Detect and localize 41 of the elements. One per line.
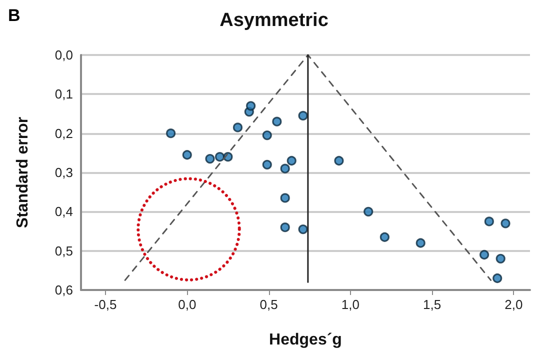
y-tick-label: 0,3 [54,165,73,180]
point [364,206,374,216]
y-tick-label: 0,6 [54,282,73,298]
point [246,101,256,111]
x-tick-label: 2,0 [504,297,523,312]
y-tick-label: 0,5 [54,243,73,258]
point [262,130,272,140]
point [298,110,308,121]
y-tick-label: 0,4 [54,204,73,220]
point [484,216,494,226]
point [232,122,243,132]
point [262,160,272,170]
point [272,116,282,126]
x-tick-label: 0,5 [260,297,278,312]
y-axis-title: Standard error [14,116,32,228]
point [479,250,490,260]
point [380,232,390,242]
y-tick-label: 0,0 [54,48,73,62]
y-tick-label: 0,2 [54,126,73,141]
point [182,150,192,160]
point [298,224,308,234]
point [280,222,290,232]
point [416,238,426,248]
y-tick-label: 0,1 [54,86,73,102]
chart-title: Asymmetric [220,10,329,31]
x-tick-label: -0,5 [94,297,117,312]
point [500,218,510,228]
point [334,156,344,166]
x-axis-title: Hedges´g [269,332,342,348]
point [286,156,296,166]
point [280,164,290,174]
point [496,254,506,264]
point [205,154,215,164]
point [214,152,225,162]
text: B [8,6,20,26]
point [492,273,502,284]
point [166,128,176,138]
x-tick-label: 0,0 [178,297,196,312]
x-tick-label: 1,0 [341,297,360,312]
x-tick-label: 1,5 [422,297,442,312]
point [280,193,290,203]
